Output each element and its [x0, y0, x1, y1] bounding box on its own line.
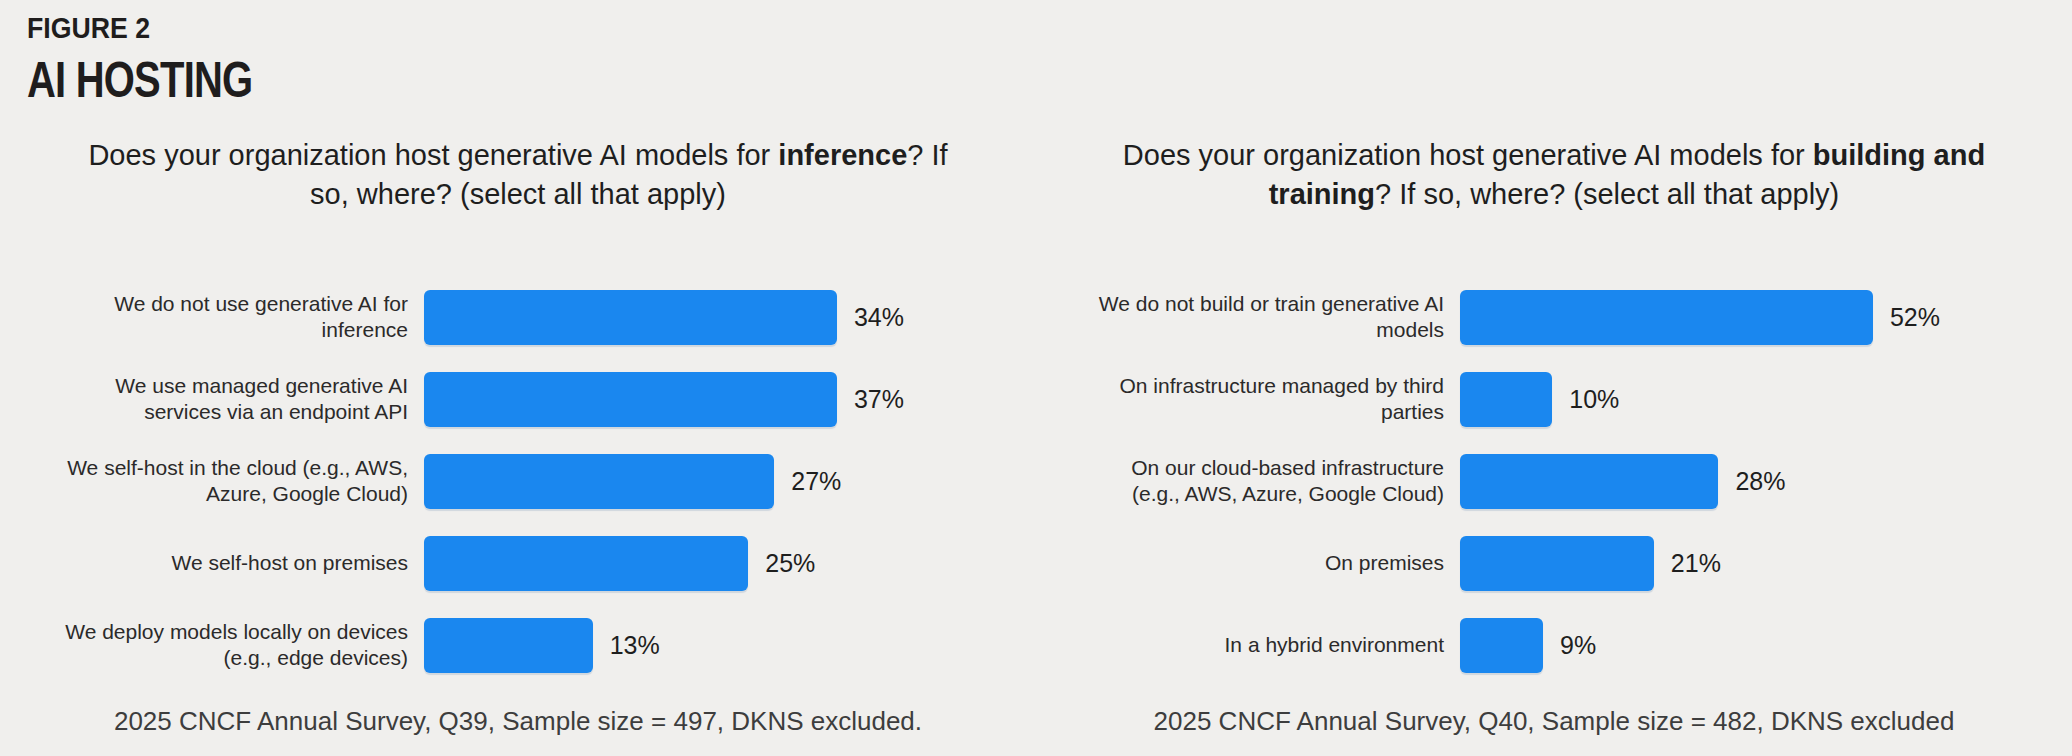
value-label: 10% [1569, 385, 1619, 414]
bar-zone: 21% [1460, 536, 1940, 591]
bar [424, 290, 837, 345]
bar-zone: 25% [424, 536, 904, 591]
bar-zone: 28% [1460, 454, 1940, 509]
category-label: On infrastructure managed by third parti… [1094, 373, 1460, 425]
category-label: We deploy models locally on devices (e.g… [58, 619, 424, 671]
value-label: 13% [610, 631, 660, 660]
title-suffix: ? If so, where? (select all that apply) [1375, 178, 1839, 210]
bar-zone: 34% [424, 290, 904, 345]
value-label: 25% [765, 549, 815, 578]
bar-row: On our cloud-based infrastructure (e.g.,… [1094, 440, 2014, 522]
bar-row: On premises 21% [1094, 522, 2014, 604]
bar-zone: 37% [424, 372, 904, 427]
category-label: On premises [1094, 550, 1460, 576]
bar-row: We self-host on premises 25% [58, 522, 978, 604]
bar-row: On infrastructure managed by third parti… [1094, 358, 2014, 440]
chart-inference: Does your organization host generative A… [0, 136, 1036, 737]
bar-zone: 10% [1460, 372, 1940, 427]
value-label: 9% [1560, 631, 1596, 660]
bar [424, 618, 593, 673]
title-prefix: Does your organization host generative A… [88, 139, 778, 171]
category-label: We do not build or train generative AI m… [1094, 291, 1460, 343]
category-label: We do not use generative AI for inferenc… [58, 291, 424, 343]
chart-building-training-footnote: 2025 CNCF Annual Survey, Q40, Sample siz… [1154, 706, 1955, 737]
value-label: 37% [854, 385, 904, 414]
figure-title: AI HOSTING [27, 51, 252, 109]
bar [1460, 618, 1543, 673]
bar-zone: 27% [424, 454, 904, 509]
bar-row: We do not build or train generative AI m… [1094, 276, 2014, 358]
bar-row: We self-host in the cloud (e.g., AWS, Az… [58, 440, 978, 522]
chart-inference-title: Does your organization host generative A… [66, 136, 971, 214]
category-label: We self-host in the cloud (e.g., AWS, Az… [58, 455, 424, 507]
bar-zone: 52% [1460, 290, 1940, 345]
bar [424, 372, 837, 427]
chart-building-training-rows: We do not build or train generative AI m… [1094, 276, 2014, 686]
bar-row: We use managed generative AI services vi… [58, 358, 978, 440]
title-bold: inference [778, 139, 907, 171]
title-prefix: Does your organization host generative A… [1123, 139, 1813, 171]
figure-header: FIGURE 2 AI HOSTING [27, 12, 309, 109]
value-label: 21% [1671, 549, 1721, 578]
chart-inference-rows: We do not use generative AI for inferenc… [58, 276, 978, 686]
category-label: We use managed generative AI services vi… [58, 373, 424, 425]
value-label: 28% [1735, 467, 1785, 496]
bar-row: We deploy models locally on devices (e.g… [58, 604, 978, 686]
chart-building-training: Does your organization host generative A… [1036, 136, 2072, 737]
value-label: 52% [1890, 303, 1940, 332]
figure-label: FIGURE 2 [27, 12, 286, 45]
chart-inference-footnote: 2025 CNCF Annual Survey, Q39, Sample siz… [114, 706, 922, 737]
bar-zone: 9% [1460, 618, 1940, 673]
chart-building-training-title: Does your organization host generative A… [1102, 136, 2007, 214]
category-label: In a hybrid environment [1094, 632, 1460, 658]
bar-row: In a hybrid environment 9% [1094, 604, 2014, 686]
bar [424, 454, 774, 509]
bar [1460, 372, 1552, 427]
bar [1460, 290, 1873, 345]
bar [424, 536, 748, 591]
charts-container: Does your organization host generative A… [0, 0, 2072, 737]
bar [1460, 454, 1718, 509]
bar [1460, 536, 1654, 591]
category-label: We self-host on premises [58, 550, 424, 576]
category-label: On our cloud-based infrastructure (e.g.,… [1094, 455, 1460, 507]
value-label: 34% [854, 303, 904, 332]
bar-zone: 13% [424, 618, 904, 673]
bar-row: We do not use generative AI for inferenc… [58, 276, 978, 358]
value-label: 27% [791, 467, 841, 496]
